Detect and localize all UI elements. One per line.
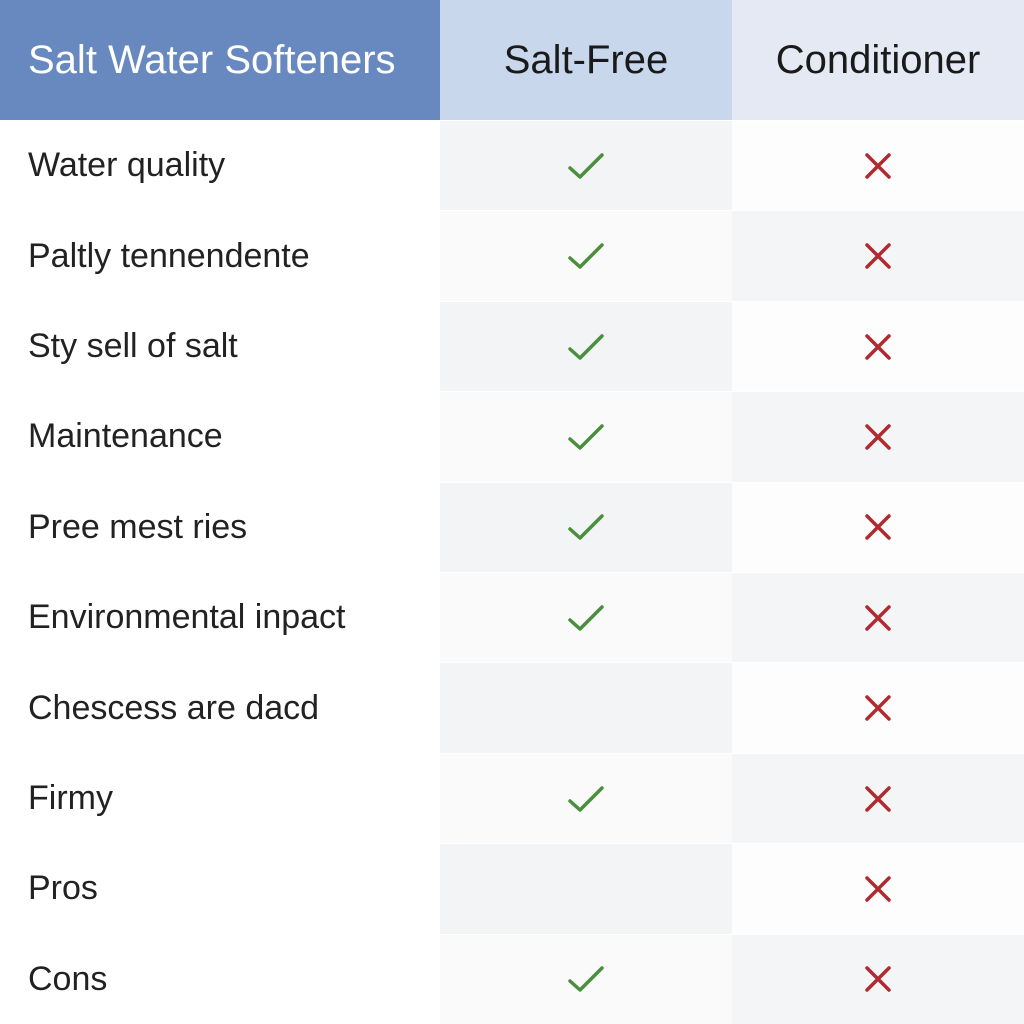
row-label: Environmental inpact [0, 573, 440, 662]
column-header-conditioner: Conditioner [732, 0, 1024, 120]
row-label: Chescess are dacd [0, 663, 440, 752]
column-header-main: Salt Water Softeners [0, 0, 440, 120]
table-row: Sty sell of salt [0, 301, 1024, 391]
row-label: Cons [0, 935, 440, 1024]
cross-icon [732, 844, 1024, 933]
table-row: Water quality [0, 120, 1024, 210]
check-icon [440, 935, 732, 1024]
table-row: Paltly tennendente [0, 210, 1024, 300]
row-label: Pros [0, 844, 440, 933]
table-row: Maintenance [0, 391, 1024, 481]
table-row: Firmy [0, 753, 1024, 843]
check-icon [440, 121, 732, 210]
row-label: Maintenance [0, 392, 440, 481]
cross-icon [732, 663, 1024, 752]
row-label: Sty sell of salt [0, 302, 440, 391]
row-label: Water quality [0, 121, 440, 210]
row-label: Firmy [0, 754, 440, 843]
check-icon [440, 573, 732, 662]
check-icon [440, 211, 732, 300]
row-label: Pree mest ries [0, 483, 440, 572]
table-row: Pree mest ries [0, 482, 1024, 572]
table-row: Environmental inpact [0, 572, 1024, 662]
check-icon [440, 302, 732, 391]
comparison-table: Salt Water Softeners Salt-Free Condition… [0, 0, 1024, 1024]
cross-icon [732, 935, 1024, 1024]
cross-icon [732, 392, 1024, 481]
row-label: Paltly tennendente [0, 211, 440, 300]
check-icon [440, 483, 732, 572]
empty-cell [440, 844, 732, 933]
cross-icon [732, 302, 1024, 391]
cross-icon [732, 754, 1024, 843]
cross-icon [732, 121, 1024, 210]
check-icon [440, 392, 732, 481]
check-icon [440, 754, 732, 843]
table-row: Cons [0, 934, 1024, 1024]
cross-icon [732, 483, 1024, 572]
cross-icon [732, 573, 1024, 662]
empty-cell [440, 663, 732, 752]
table-row: Chescess are dacd [0, 662, 1024, 752]
cross-icon [732, 211, 1024, 300]
table-header-row: Salt Water Softeners Salt-Free Condition… [0, 0, 1024, 120]
table-row: Pros [0, 843, 1024, 933]
column-header-salt-free: Salt-Free [440, 0, 732, 120]
table-body: Water qualityPaltly tennendenteSty sell … [0, 120, 1024, 1024]
